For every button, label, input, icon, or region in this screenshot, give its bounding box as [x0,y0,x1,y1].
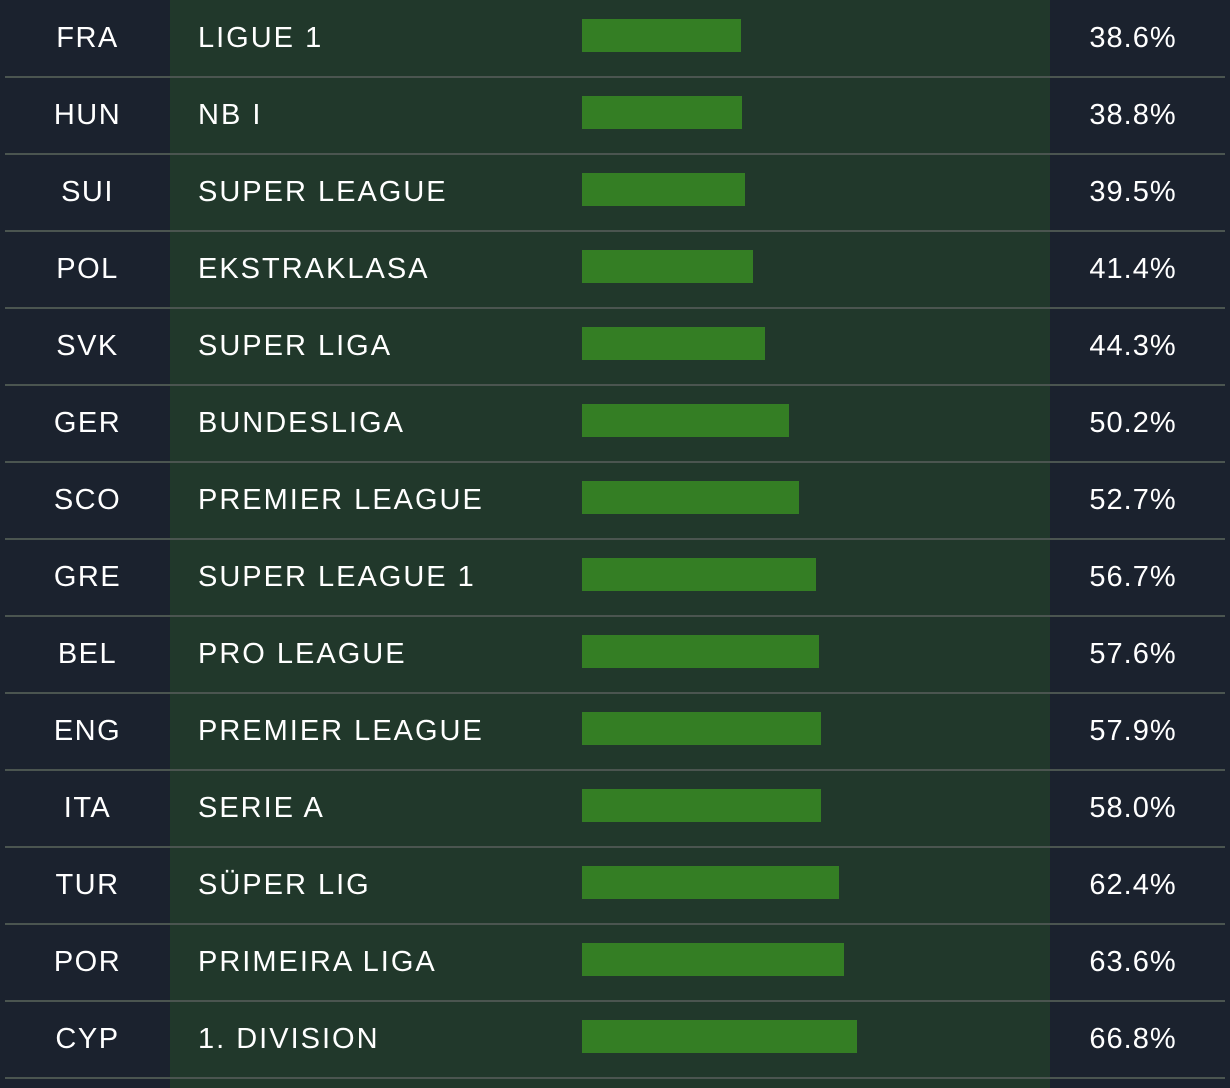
row-divider [5,1077,1225,1079]
bar-track [582,866,982,899]
value-bar [582,327,765,360]
value-label: 66.8% [1089,1023,1177,1055]
row-divider [5,692,1225,694]
row-divider [5,76,1225,78]
value-bar [582,1020,858,1053]
league-name: PRO LEAGUE [198,638,407,670]
row-divider [5,461,1225,463]
league-name: SERIE A [198,792,325,824]
table-row: BEL PRO LEAGUE 57.6% [0,616,1230,694]
country-code: TUR [55,869,120,901]
table-row: SCO PREMIER LEAGUE 52.7% [0,462,1230,540]
country-code: FRA [56,22,119,54]
league-name: PREMIER LEAGUE [198,484,484,516]
country-code: CYP [55,1023,120,1055]
bar-track [582,173,982,206]
country-code: BEL [57,638,118,670]
table-row: POR PRIMEIRA LIGA 63.6% [0,924,1230,1002]
league-name: PREMIER LEAGUE [198,715,484,747]
value-label: 63.6% [1089,946,1177,978]
value-label: 50.2% [1089,407,1177,439]
bar-track [582,943,982,976]
bar-track [582,327,982,360]
table-row: ITA SERIE A 58.0% [0,770,1230,848]
value-bar [582,173,745,206]
row-divider [5,153,1225,155]
bar-track [582,481,982,514]
country-code: POL [56,253,119,285]
value-label: 44.3% [1089,330,1177,362]
table-row: SVK SUPER LIGA 44.3% [0,308,1230,386]
table-row: HUN NB I 38.8% [0,77,1230,155]
league-name: PRIMEIRA LIGA [198,946,437,978]
value-bar [582,250,753,283]
table-row: TUR SÜPER LIG 62.4% [0,847,1230,925]
value-bar [582,712,821,745]
value-bar [582,19,742,52]
country-code: SCO [53,484,122,516]
league-name: 1. DIVISION [198,1023,380,1055]
row-divider [5,769,1225,771]
value-bar [582,635,820,668]
value-label: 38.6% [1089,22,1177,54]
table-row: SUI SUPER LEAGUE 39.5% [0,154,1230,232]
value-bar [582,789,821,822]
value-label: 56.7% [1089,561,1177,593]
table-row: POL EKSTRAKLASA 41.4% [0,231,1230,309]
country-code: SUI [61,176,114,208]
row-divider [5,1000,1225,1002]
bar-track [582,1020,982,1053]
table-row: CYP 1. DIVISION 66.8% [0,1001,1230,1079]
league-name: SUPER LEAGUE [198,176,448,208]
value-label: 41.4% [1089,253,1177,285]
value-label: 38.8% [1089,99,1177,131]
row-divider [5,538,1225,540]
row-divider [5,307,1225,309]
value-bar [582,866,840,899]
row-divider [5,384,1225,386]
bar-track [582,96,982,129]
country-code: HUN [53,99,122,131]
country-code: GRE [53,561,122,593]
league-name: SUPER LIGA [198,330,393,362]
value-bar [582,404,789,437]
league-name: SÜPER LIG [198,869,371,901]
value-bar [582,481,800,514]
table-row: FRA LIGUE 1 38.6% [0,0,1230,78]
country-code: POR [53,946,122,978]
country-code: ITA [63,792,112,824]
league-name: SUPER LEAGUE 1 [198,561,476,593]
league-name: NB I [198,99,263,131]
country-code: SVK [56,330,119,362]
value-label: 39.5% [1089,176,1177,208]
bar-track [582,558,982,591]
value-bar [582,96,742,129]
value-label: 62.4% [1089,869,1177,901]
bar-track [582,789,982,822]
row-divider [5,846,1225,848]
row-divider [5,230,1225,232]
value-label: 57.6% [1089,638,1177,670]
country-code: ENG [53,715,122,747]
value-bar [582,558,816,591]
bar-track [582,404,982,437]
league-name: EKSTRAKLASA [198,253,430,285]
value-label: 52.7% [1089,484,1177,516]
table-row: GER BUNDESLIGA 50.2% [0,385,1230,463]
country-code: GER [53,407,122,439]
table-row: ENG PREMIER LEAGUE 57.9% [0,693,1230,771]
bar-track [582,19,982,52]
row-divider [5,923,1225,925]
bar-track [582,635,982,668]
bar-track [582,250,982,283]
value-label: 57.9% [1089,715,1177,747]
value-label: 58.0% [1089,792,1177,824]
table-row: GRE SUPER LEAGUE 1 56.7% [0,539,1230,617]
bar-track [582,712,982,745]
row-divider [5,615,1225,617]
league-name: BUNDESLIGA [198,407,405,439]
value-bar [582,943,845,976]
league-name: LIGUE 1 [198,22,324,54]
